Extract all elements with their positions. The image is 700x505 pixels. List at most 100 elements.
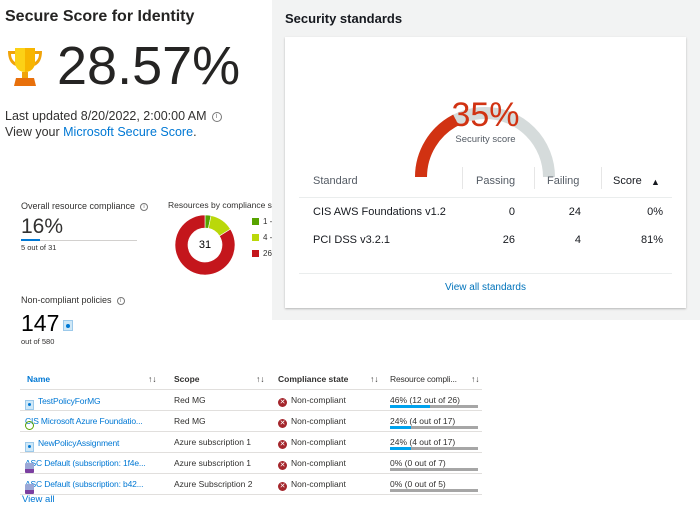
scope: Azure subscription 1 bbox=[174, 437, 252, 447]
gauge-fill bbox=[415, 114, 459, 178]
noncompliant-policies-text: Non-compliant policies bbox=[21, 295, 112, 305]
overall-compliance-sub: 5 out of 31 bbox=[21, 243, 57, 252]
error-icon: ✕ bbox=[278, 482, 287, 491]
security-score-label: Security score bbox=[455, 134, 516, 145]
sort-icon[interactable]: ↑↓ bbox=[256, 374, 265, 384]
policy-name[interactable]: NewPolicyAssignment bbox=[38, 438, 120, 448]
standard-score: 0% bbox=[647, 206, 663, 218]
standard-link[interactable]: CIS AWS Foundations v1.2 bbox=[313, 206, 446, 218]
resource-compliance-bar bbox=[390, 405, 478, 408]
resource-compliance: 24% (4 out of 17) bbox=[390, 437, 456, 447]
compliance-state: ✕ Non-compliant bbox=[278, 395, 346, 407]
scope: Azure subscription 1 bbox=[174, 458, 252, 468]
compliance-state-text: Non-compliant bbox=[291, 437, 346, 447]
error-icon: ✕ bbox=[278, 419, 287, 428]
standard-link[interactable]: PCI DSS v3.2.1 bbox=[313, 234, 391, 246]
resource-compliance-bar-fill bbox=[390, 426, 412, 429]
legend-item: 1 - bbox=[252, 217, 272, 233]
compliance-state: ✕ Non-compliant bbox=[278, 458, 346, 470]
legend-label: 4 - bbox=[263, 233, 272, 242]
resource-compliance: 24% (4 out of 17) bbox=[390, 416, 456, 426]
legend-swatch bbox=[252, 218, 259, 225]
policy-icon bbox=[63, 320, 73, 331]
legend-swatch bbox=[252, 234, 259, 241]
last-updated: Last updated 8/20/2022, 2:00:00 AM i bbox=[5, 109, 222, 124]
policy-name[interactable]: ASC Default (subscription: b42... bbox=[25, 479, 144, 489]
table-row[interactable]: CIS Microsoft Azure Foundatio... Red MG … bbox=[20, 411, 482, 432]
policy-name[interactable]: ASC Default (subscription: 1f4e... bbox=[25, 458, 146, 468]
resource-compliance-bar bbox=[390, 468, 478, 471]
compliance-bar-fill bbox=[21, 239, 40, 241]
last-updated-text: Last updated 8/20/2022, 2:00:00 AM bbox=[5, 109, 207, 123]
security-standards-panel: Security standards 35% Security score St… bbox=[272, 0, 700, 320]
resource-compliance-bar bbox=[390, 447, 478, 450]
table-row[interactable]: ASC Default (subscription: 1f4e... Azure… bbox=[20, 453, 482, 474]
policy-name-link[interactable]: CIS Microsoft Azure Foundatio... bbox=[25, 416, 143, 430]
scope: Red MG bbox=[174, 416, 206, 426]
column-separator bbox=[534, 167, 535, 189]
column-separator bbox=[462, 167, 463, 189]
legend-swatch bbox=[252, 250, 259, 257]
noncompliant-policies-sub: out of 580 bbox=[21, 337, 55, 346]
compliance-state-text: Non-compliant bbox=[291, 395, 346, 405]
divider bbox=[299, 197, 672, 198]
table-row[interactable]: ASC Default (subscription: b42... Azure … bbox=[20, 474, 482, 495]
sort-icon[interactable]: ↑↓ bbox=[148, 374, 157, 384]
legend-label: 1 - bbox=[263, 217, 272, 226]
failing-count: 4 bbox=[574, 234, 581, 246]
sort-icon[interactable]: ↑↓ bbox=[370, 374, 379, 384]
view-secure-score: View your Microsoft Secure Score. bbox=[5, 125, 197, 140]
col-name[interactable]: Name bbox=[27, 374, 51, 384]
legend-item: 4 - bbox=[252, 233, 272, 249]
policy-name-link[interactable]: TestPolicyForMG bbox=[25, 395, 101, 410]
table-row[interactable]: TestPolicyForMG Red MG ✕ Non-compliant 46… bbox=[20, 390, 482, 411]
col-standard: Standard bbox=[313, 175, 358, 187]
policy-name-link[interactable]: NewPolicyAssignment bbox=[25, 437, 120, 452]
policy-name[interactable]: CIS Microsoft Azure Foundatio... bbox=[25, 416, 143, 426]
info-icon[interactable]: i bbox=[116, 296, 125, 305]
col-scope[interactable]: Scope bbox=[174, 374, 200, 384]
resource-compliance-bar bbox=[390, 426, 478, 429]
resource-compliance-bar-fill bbox=[390, 447, 412, 450]
assignment-icon bbox=[25, 396, 38, 410]
identity-title: Secure Score for Identity bbox=[5, 8, 195, 25]
error-icon: ✕ bbox=[278, 461, 287, 470]
scope: Azure Subscription 2 bbox=[174, 479, 253, 489]
info-icon[interactable]: i bbox=[211, 111, 222, 122]
resource-compliance-bar bbox=[390, 489, 478, 492]
security-standards-title: Security standards bbox=[285, 11, 403, 26]
col-compliance-state[interactable]: Compliance state bbox=[278, 374, 349, 384]
info-icon[interactable]: i bbox=[140, 202, 149, 211]
policy-name-link[interactable]: ASC Default (subscription: 1f4e... bbox=[25, 458, 146, 473]
policy-table-header: Name ↑↓ Scope ↑↓ Compliance state ↑↓ Res… bbox=[20, 370, 482, 390]
col-failing: Failing bbox=[547, 175, 580, 187]
security-score-value: 35% bbox=[451, 96, 520, 134]
assignment-icon bbox=[25, 438, 38, 452]
secure-score-link[interactable]: Microsoft Secure Score bbox=[63, 125, 194, 139]
col-resource-compliance[interactable]: Resource compli... bbox=[390, 374, 457, 384]
table-row[interactable]: NewPolicyAssignment Azure subscription 1… bbox=[20, 432, 482, 453]
noncompliant-policies-label: Non-compliant policies i bbox=[21, 295, 125, 305]
resource-compliance: 0% (0 out of 7) bbox=[390, 458, 446, 468]
policy-name[interactable]: TestPolicyForMG bbox=[38, 396, 101, 406]
failing-count: 24 bbox=[568, 206, 581, 218]
error-icon: ✕ bbox=[278, 398, 287, 407]
compliance-state: ✕ Non-compliant bbox=[278, 416, 346, 428]
passing-count: 26 bbox=[502, 234, 515, 246]
donut-slice[interactable] bbox=[174, 214, 236, 276]
view-suffix: . bbox=[193, 125, 197, 139]
compliance-state-text: Non-compliant bbox=[291, 416, 346, 426]
trophy-icon bbox=[8, 48, 42, 86]
col-score[interactable]: Score bbox=[613, 175, 642, 187]
view-prefix: View your bbox=[5, 125, 64, 139]
donut-total: 31 bbox=[198, 239, 212, 251]
compliance-state: ✕ Non-compliant bbox=[278, 437, 346, 449]
policy-name-link[interactable]: ASC Default (subscription: b42... bbox=[25, 479, 144, 494]
sort-asc-icon[interactable]: ▲ bbox=[651, 177, 660, 187]
scope: Red MG bbox=[174, 395, 206, 405]
compliance-state: ✕ Non-compliant bbox=[278, 479, 346, 491]
col-passing: Passing bbox=[476, 175, 516, 187]
view-all-standards-link[interactable]: View all standards bbox=[445, 282, 526, 293]
noncompliant-policies-value: 147 bbox=[21, 310, 60, 336]
sort-icon[interactable]: ↑↓ bbox=[471, 374, 480, 384]
